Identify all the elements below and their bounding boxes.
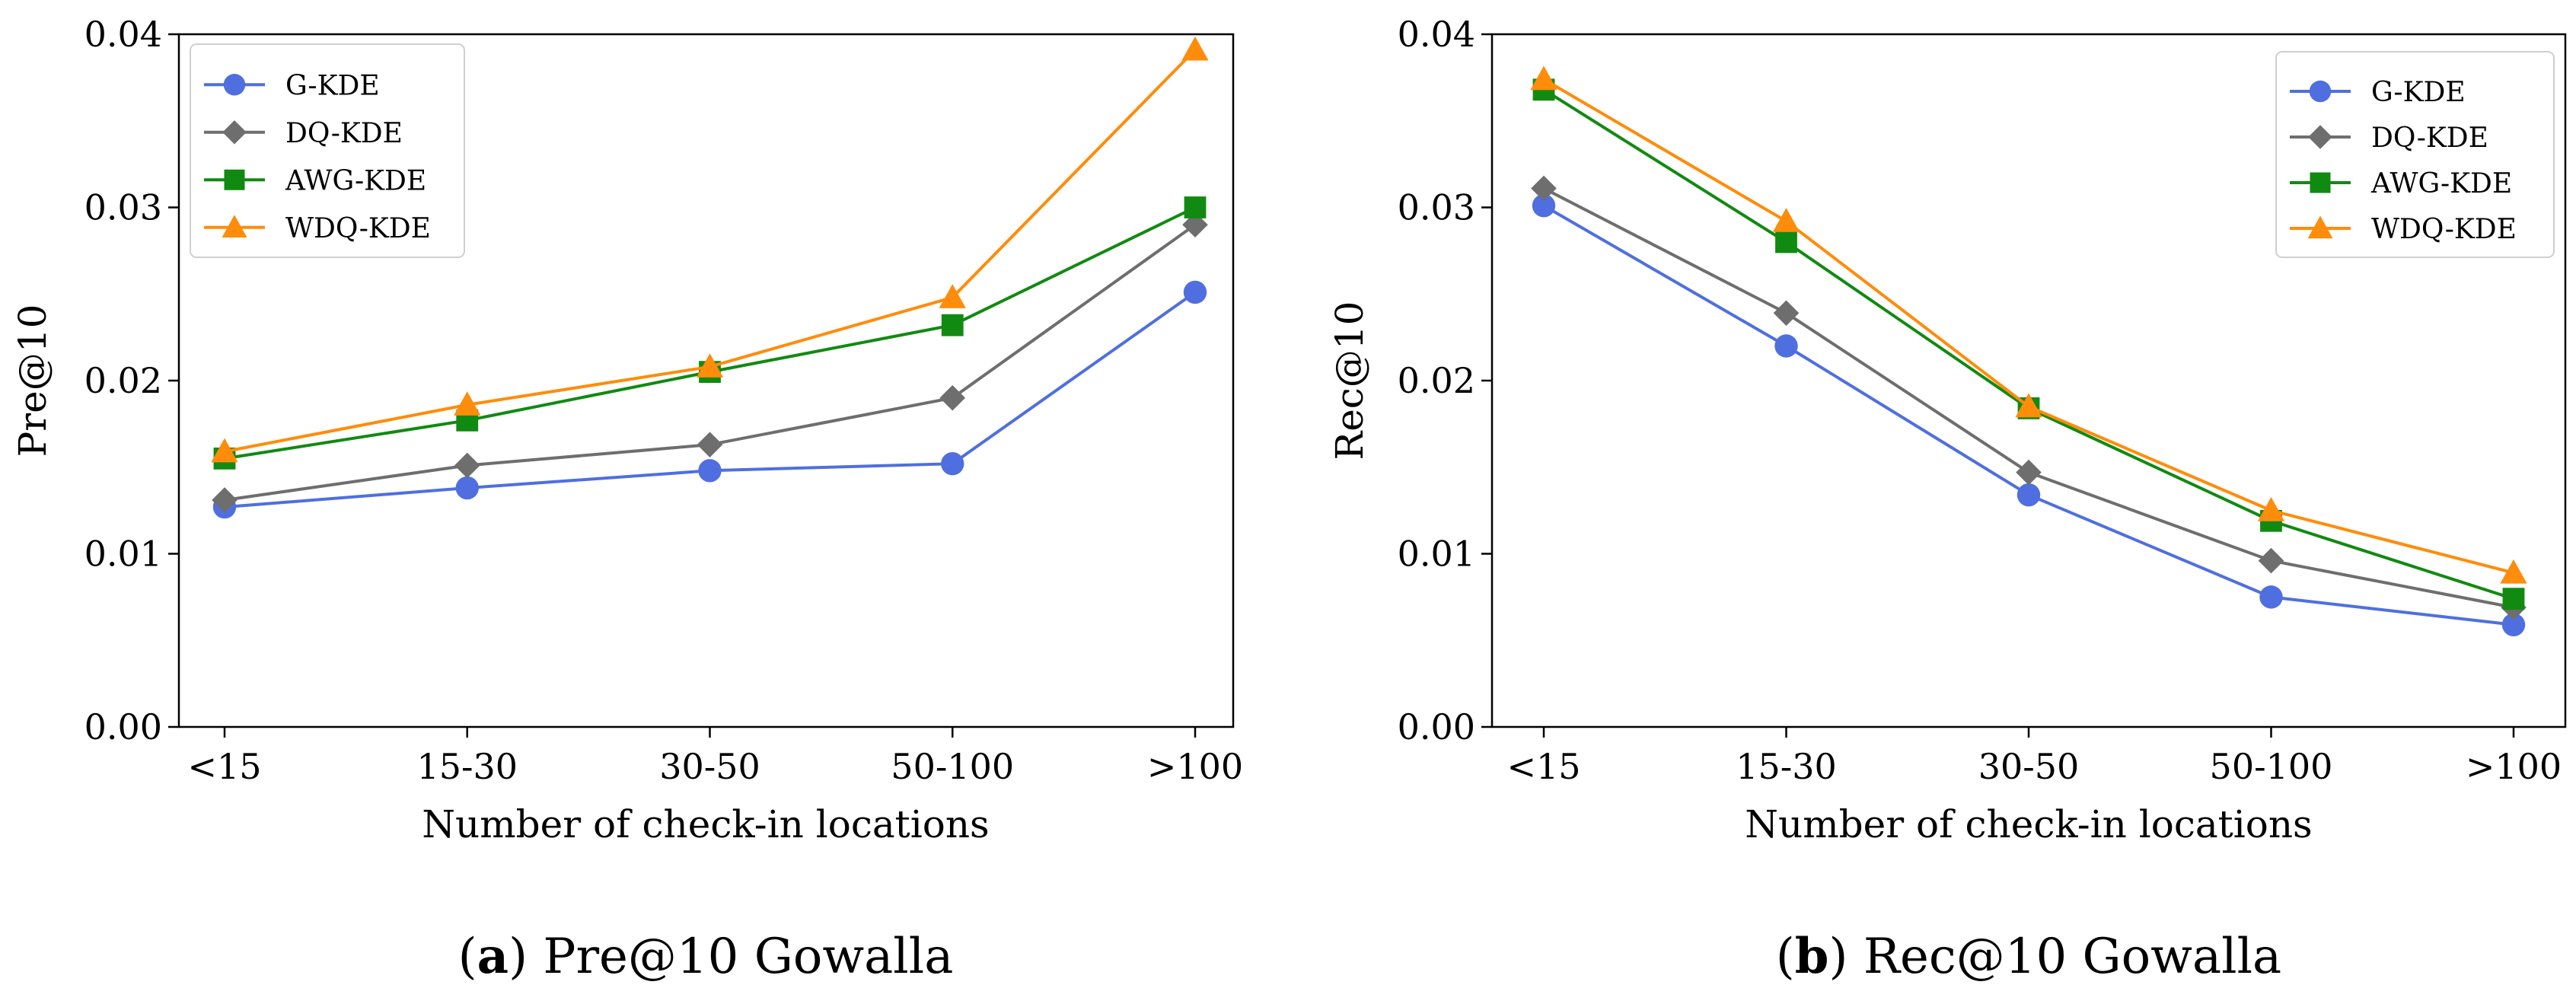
data-point-dq-kde — [1531, 175, 1557, 202]
data-point-wdq-kde — [939, 284, 966, 308]
legend-label-wdq-kde: WDQ-KDE — [2371, 214, 2517, 245]
data-point-wdq-kde — [1181, 36, 1209, 61]
chart-panel-b: 0.00 0.01 0.02 0.03 0.04 <15 15-30 30-50 50-100… — [1328, 14, 2567, 985]
y-tick-label: 0.02 — [1398, 360, 1475, 401]
legend-box — [190, 43, 465, 258]
y-tick-label: 0.04 — [84, 14, 162, 55]
caption-letter-a: a — [477, 928, 509, 985]
legend-marker-awg-kde — [2310, 172, 2331, 193]
y-tick-label: 0.03 — [1398, 187, 1475, 228]
legend-marker-awg-kde — [224, 169, 245, 190]
data-point-dq-kde — [697, 432, 723, 457]
legend-label-awg-kde: AWG-KDE — [285, 165, 426, 196]
data-point-dq-kde — [939, 384, 966, 411]
data-point-wdq-kde — [1772, 208, 1800, 232]
y-tick-label: 0.00 — [1398, 706, 1475, 747]
caption-text-b: Rec@10 Gowalla — [1863, 929, 2281, 985]
data-point-g-kde — [455, 476, 479, 500]
data-point-dq-kde — [1773, 300, 1800, 327]
data-point-dq-kde — [2016, 459, 2042, 486]
data-point-g-kde — [1183, 280, 1207, 304]
series-lines-b — [1530, 65, 2527, 636]
data-point-g-kde — [698, 459, 722, 483]
y-axis-label-b: Rec@10 — [1328, 301, 1372, 461]
x-tick-label: 50-100 — [2210, 746, 2333, 787]
data-point-dq-kde — [212, 487, 238, 513]
y-axis-ticks-a: 0.00 0.01 0.02 0.03 0.04 — [84, 14, 179, 747]
legend-label-g-kde: G-KDE — [2371, 77, 2466, 108]
y-tick-label: 0.04 — [1398, 14, 1475, 55]
legend-marker-g-kde — [223, 74, 246, 96]
data-point-g-kde — [2501, 613, 2526, 636]
x-tick-label: 15-30 — [1736, 746, 1837, 787]
legend-marker-dq-kde — [2308, 125, 2332, 149]
data-point-g-kde — [1532, 194, 1556, 218]
data-point-awg-kde — [1184, 196, 1207, 218]
y-axis-label-a: Pre@10 — [11, 304, 55, 457]
chart-panel-a: 0.00 0.01 0.02 0.03 0.04 <15 15-30 30-50 50-100… — [11, 14, 1243, 985]
legend-label-dq-kde: DQ-KDE — [2371, 123, 2488, 154]
data-point-dq-kde — [2258, 547, 2284, 574]
data-point-awg-kde — [2502, 588, 2525, 610]
x-tick-label: 30-50 — [1978, 746, 2080, 787]
data-point-awg-kde — [1775, 231, 1797, 253]
legend-label-awg-kde: AWG-KDE — [2370, 168, 2512, 199]
legend-marker-dq-kde — [222, 120, 247, 145]
data-point-wdq-kde — [1530, 65, 1557, 91]
caption-b: (b) Rec@10 Gowalla — [1776, 928, 2281, 985]
data-point-g-kde — [2259, 585, 2283, 609]
x-tick-label: 30-50 — [659, 746, 760, 787]
legend-box — [2275, 51, 2555, 258]
legend-label-g-kde: G-KDE — [285, 70, 380, 101]
x-tick-label: 15-30 — [416, 746, 518, 787]
legend-a: G-KDE DQ-KDE AWG-KDE WDQ-KDE — [190, 43, 465, 258]
y-tick-label: 0.01 — [84, 534, 162, 575]
data-point-wdq-kde — [211, 438, 238, 463]
x-axis-label-b: Number of check-in locations — [1745, 802, 2312, 846]
x-tick-label: >100 — [2466, 746, 2562, 787]
data-point-g-kde — [2016, 483, 2041, 507]
caption-letter-b: b — [1795, 928, 1829, 985]
data-point-awg-kde — [941, 314, 964, 336]
x-axis-label-a: Number of check-in locations — [422, 802, 989, 846]
series-lines-a — [211, 36, 1209, 519]
x-axis-ticks-a: <15 15-30 30-50 50-100 >100 — [187, 727, 1243, 787]
legend-label-dq-kde: DQ-KDE — [285, 118, 403, 149]
plot-frame-a — [177, 33, 1235, 728]
x-tick-label: <15 — [1506, 746, 1580, 787]
data-point-dq-kde — [454, 452, 480, 479]
legend-b: G-KDE DQ-KDE AWG-KDE WDQ-KDE — [2275, 51, 2555, 258]
y-tick-label: 0.03 — [84, 187, 162, 228]
y-tick-label: 0.02 — [84, 360, 162, 401]
data-point-g-kde — [1774, 334, 1798, 358]
caption-text-a: Pre@10 Gowalla — [543, 929, 953, 985]
plot-frame-b — [1490, 33, 2567, 728]
data-point-wdq-kde — [2257, 497, 2285, 521]
x-tick-label: <15 — [187, 746, 261, 787]
data-point-wdq-kde — [696, 353, 724, 378]
data-point-wdq-kde — [2500, 559, 2527, 584]
y-tick-label: 0.01 — [1398, 534, 1475, 575]
x-axis-ticks-b: <15 15-30 30-50 50-100 >100 — [1506, 727, 2562, 787]
legend-label-wdq-kde: WDQ-KDE — [285, 213, 431, 244]
y-axis-ticks-b: 0.00 0.01 0.02 0.03 0.04 — [1398, 14, 1492, 747]
caption-a: (a) Pre@10 Gowalla — [458, 928, 954, 985]
data-point-wdq-kde — [2015, 393, 2042, 418]
x-tick-label: 50-100 — [891, 746, 1014, 787]
y-tick-label: 0.00 — [84, 706, 162, 747]
x-tick-label: >100 — [1147, 746, 1243, 787]
legend-marker-wdq-kde — [222, 215, 247, 237]
data-point-wdq-kde — [454, 391, 481, 416]
legend-marker-g-kde — [2309, 80, 2332, 103]
legend-marker-wdq-kde — [2307, 215, 2333, 239]
data-point-g-kde — [941, 452, 964, 476]
